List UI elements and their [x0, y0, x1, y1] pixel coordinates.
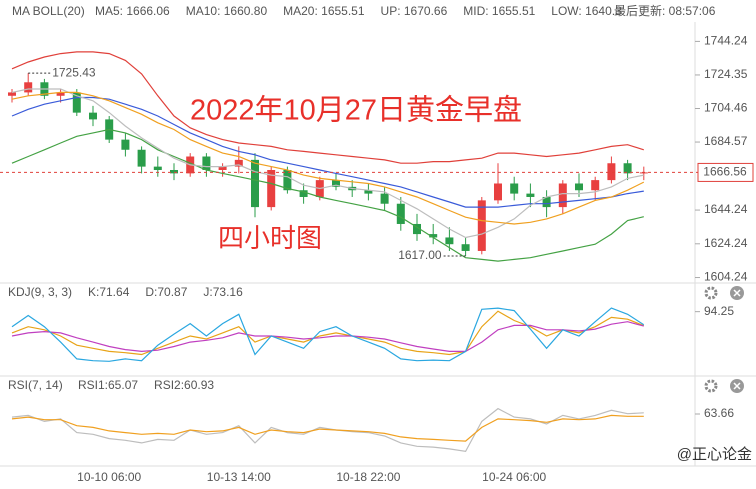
candle-body — [234, 159, 243, 167]
min-label: 1617.00 — [398, 248, 442, 262]
annotation: 2022年10月27日黄金早盘 — [190, 94, 522, 127]
series-line — [11, 414, 644, 442]
candle-body — [24, 82, 33, 93]
candle-body — [623, 163, 632, 174]
legend-entry: J:73.16 — [203, 285, 243, 299]
watermark: @正心论金 — [677, 446, 752, 463]
series-line — [11, 310, 645, 356]
series-line — [11, 51, 644, 164]
candle-body — [121, 139, 130, 150]
candle-body — [526, 193, 535, 197]
candle-body — [445, 237, 454, 245]
candle-body — [494, 183, 502, 201]
x-tick-label: 10-18 22:00 — [336, 470, 400, 484]
candle-body — [267, 169, 276, 208]
candle-body — [542, 196, 551, 208]
candle-body — [558, 183, 567, 208]
annotation: 四小时图 — [218, 223, 322, 253]
candle-body — [137, 149, 146, 167]
legend-entry: MID: 1655.51 — [463, 4, 535, 18]
legend-entry: MA5: 1666.06 — [95, 4, 170, 18]
candle-body — [170, 169, 178, 174]
y-tick-label: 94.25 — [704, 304, 734, 318]
x-tick-label: 10-24 06:00 — [482, 470, 546, 484]
series-line — [11, 321, 644, 353]
series-line — [11, 91, 645, 225]
candle-body — [396, 203, 405, 224]
candle-body — [332, 180, 340, 187]
legend-entry: UP: 1670.66 — [381, 4, 448, 18]
y-tick-label: 1604.24 — [704, 270, 748, 284]
candle-body — [153, 166, 162, 170]
y-tick-label: 1684.57 — [704, 134, 748, 148]
y-tick-label: 1644.24 — [704, 202, 748, 216]
close-icon[interactable] — [730, 379, 744, 393]
candle-body — [413, 223, 421, 235]
candle-body — [8, 92, 16, 96]
candle-body — [575, 183, 583, 191]
candle-body — [202, 156, 211, 170]
legend-entry: MA10: 1660.80 — [186, 4, 268, 18]
panel-title: MA BOLL(20) — [12, 4, 85, 18]
legend-entry: MA20: 1655.51 — [283, 4, 365, 18]
candle-body — [607, 163, 616, 181]
candle-body — [477, 200, 486, 251]
legend-entry: LOW: 1640.3 — [551, 4, 622, 18]
legend-entry: RSI1:65.07 — [78, 378, 138, 392]
candle-body — [299, 190, 308, 197]
max-label: 1725.43 — [52, 65, 96, 79]
candle-body — [89, 112, 97, 120]
series-line — [11, 88, 644, 239]
settings-icon[interactable] — [704, 286, 718, 300]
settings-icon[interactable] — [704, 379, 718, 393]
candle-body — [251, 159, 259, 208]
candle-body — [283, 169, 292, 191]
current-price-box — [697, 162, 754, 182]
candle-body — [56, 92, 65, 96]
legend-entry: D:70.87 — [145, 285, 187, 299]
y-tick-label: 1624.24 — [704, 236, 748, 250]
updated-time: 最后更新: 08:57:06 — [614, 3, 716, 18]
close-icon[interactable] — [730, 286, 744, 300]
y-tick-label: 1704.46 — [704, 101, 748, 115]
candle-body — [380, 193, 389, 204]
y-tick-label: 1744.24 — [704, 34, 748, 48]
legend-entry: RSI2:60.93 — [154, 378, 214, 392]
current-price-label: 1666.56 — [703, 165, 747, 179]
candle-body — [218, 166, 227, 170]
y-tick-label: 63.66 — [704, 406, 734, 420]
candle-body — [429, 234, 438, 238]
panel-title: KDJ(9, 3, 3) — [8, 285, 72, 299]
candle-body — [364, 190, 373, 194]
panel-title: RSI(7, 14) — [8, 378, 63, 392]
series-line — [11, 96, 644, 208]
y-tick-label: 1724.35 — [704, 67, 748, 81]
x-tick-label: 10-13 14:00 — [207, 470, 271, 484]
candle-body — [510, 183, 519, 194]
series-line — [11, 128, 644, 262]
series-line — [11, 307, 645, 362]
candle-body — [461, 244, 470, 251]
candle-body — [591, 180, 600, 191]
x-tick-label: 10-10 06:00 — [77, 470, 141, 484]
legend-entry: K:71.64 — [88, 285, 130, 299]
candle-body — [72, 92, 81, 113]
